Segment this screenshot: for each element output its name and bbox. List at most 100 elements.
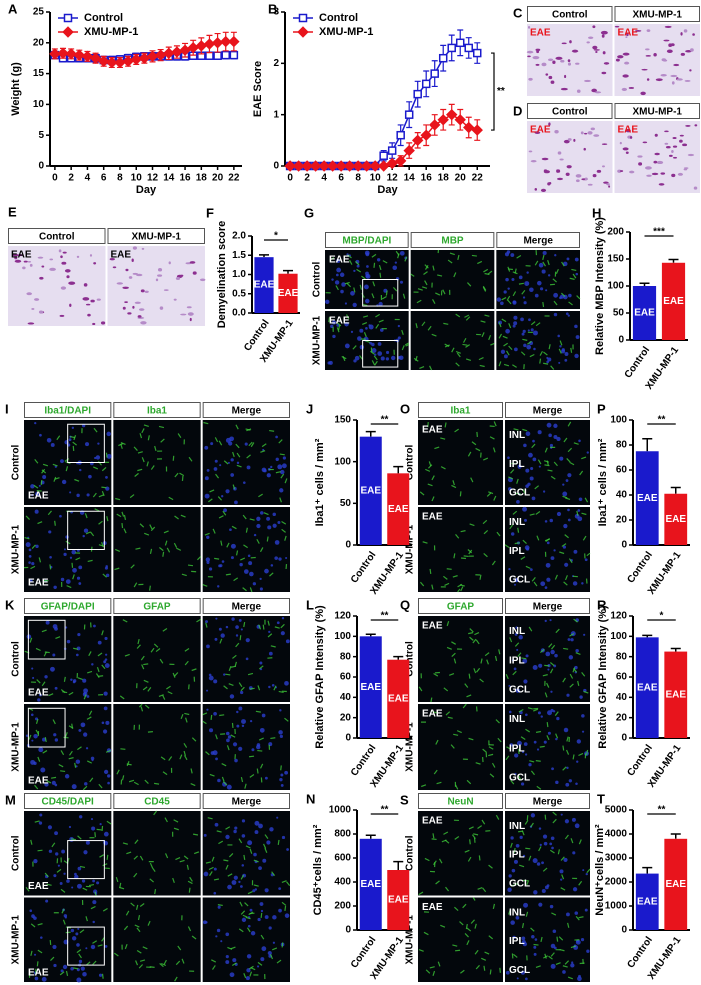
nucleus	[209, 728, 214, 733]
stain	[172, 672, 176, 678]
stain	[125, 910, 130, 916]
stain	[556, 177, 563, 181]
stain	[328, 317, 331, 323]
panel-letter: A	[8, 1, 18, 16]
marker	[404, 110, 414, 119]
nucleus	[245, 976, 250, 981]
stain	[249, 912, 255, 915]
micrograph	[107, 246, 205, 326]
panel-letter: Q	[400, 597, 410, 612]
stain	[603, 181, 609, 184]
nucleus	[354, 355, 360, 361]
nucleus	[540, 715, 543, 718]
y-tick-label: 0	[38, 161, 44, 172]
stain	[221, 776, 225, 782]
nucleus	[530, 466, 534, 471]
stain	[55, 636, 61, 640]
column-header	[8, 228, 106, 244]
nucleus	[204, 476, 209, 481]
nucleus	[516, 500, 520, 504]
stain	[147, 687, 152, 692]
significance: **	[381, 611, 389, 622]
stain	[181, 475, 184, 482]
nucleus	[72, 679, 77, 683]
marker	[220, 35, 232, 48]
nucleus	[247, 924, 251, 928]
nucleus	[520, 317, 524, 322]
panel-letter: T	[597, 791, 605, 806]
nucleus	[66, 879, 70, 883]
stain	[135, 904, 139, 910]
stain	[378, 264, 382, 271]
nucleus	[41, 976, 47, 982]
marker	[396, 130, 405, 140]
stain	[41, 681, 46, 687]
stain	[546, 722, 549, 728]
column-header-label: GFAP	[447, 602, 475, 613]
stain	[624, 61, 630, 65]
stain	[507, 266, 511, 272]
stain	[561, 874, 565, 880]
stain	[58, 763, 64, 768]
stain	[514, 882, 520, 886]
stain	[260, 450, 266, 453]
nucleus	[276, 816, 279, 819]
nucleus	[69, 491, 72, 494]
y-tick-label: 40	[340, 692, 352, 703]
stain	[553, 461, 558, 467]
micrograph	[614, 121, 700, 193]
stain	[581, 671, 586, 677]
nucleus	[214, 637, 218, 641]
nucleus	[331, 278, 334, 281]
nucleus	[568, 779, 572, 783]
stain	[525, 728, 530, 733]
stain	[258, 493, 263, 498]
stain	[542, 254, 545, 261]
nucleus	[392, 265, 398, 271]
nucleus	[210, 442, 214, 446]
stain	[477, 260, 483, 265]
nucleus	[60, 577, 65, 582]
stain	[126, 851, 132, 855]
stain	[573, 138, 576, 142]
y-tick-label: 60	[340, 672, 352, 683]
nucleus	[566, 693, 570, 697]
stain	[578, 916, 584, 919]
stain	[166, 685, 171, 690]
nucleus	[546, 541, 550, 545]
nucleus	[227, 884, 232, 890]
stain	[209, 489, 215, 493]
stain	[134, 301, 141, 304]
stain	[530, 159, 537, 163]
marker	[57, 47, 69, 59]
stain	[444, 422, 447, 428]
stain	[449, 673, 455, 676]
stain	[622, 147, 629, 151]
stain	[212, 528, 216, 534]
stain	[135, 960, 139, 966]
nucleus	[77, 632, 81, 637]
nucleus	[33, 733, 38, 739]
stain	[189, 261, 196, 264]
nucleus	[523, 301, 527, 305]
nucleus	[219, 464, 222, 467]
nucleus	[51, 780, 56, 785]
nucleus	[280, 784, 284, 787]
stain	[489, 436, 495, 440]
stain	[466, 694, 472, 698]
stain	[119, 886, 125, 890]
stain	[571, 49, 579, 53]
stain	[522, 428, 528, 432]
nucleus	[104, 658, 108, 661]
image-tag: EAE	[111, 250, 132, 261]
marker	[386, 157, 398, 170]
stain	[65, 970, 69, 976]
stain	[90, 531, 95, 537]
nucleus	[576, 739, 582, 744]
layer-label: IPL	[509, 850, 525, 861]
nucleus	[575, 272, 579, 276]
nucleus	[570, 963, 575, 968]
stain	[187, 312, 194, 316]
stain	[186, 306, 192, 309]
y-tick-label: 200	[607, 227, 624, 238]
